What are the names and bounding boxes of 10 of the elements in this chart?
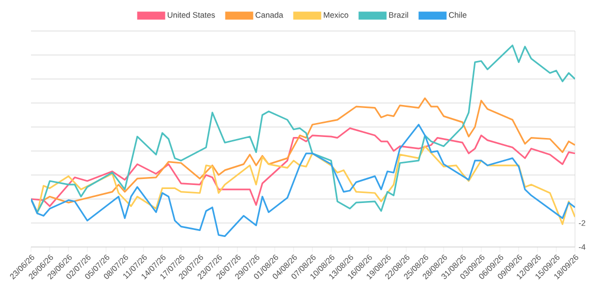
legend-label: Mexico (324, 12, 348, 18)
y-tick-label: -2 (578, 220, 586, 226)
line-series (31, 44, 575, 213)
legend-label: Canada (256, 12, 284, 18)
legend-label: Chile (448, 12, 466, 18)
legend-label: Brazil (389, 12, 408, 18)
legend-label: United States (168, 12, 215, 18)
y-tick-label: -4 (578, 244, 586, 250)
line-series (31, 124, 575, 237)
line-series (31, 127, 575, 207)
